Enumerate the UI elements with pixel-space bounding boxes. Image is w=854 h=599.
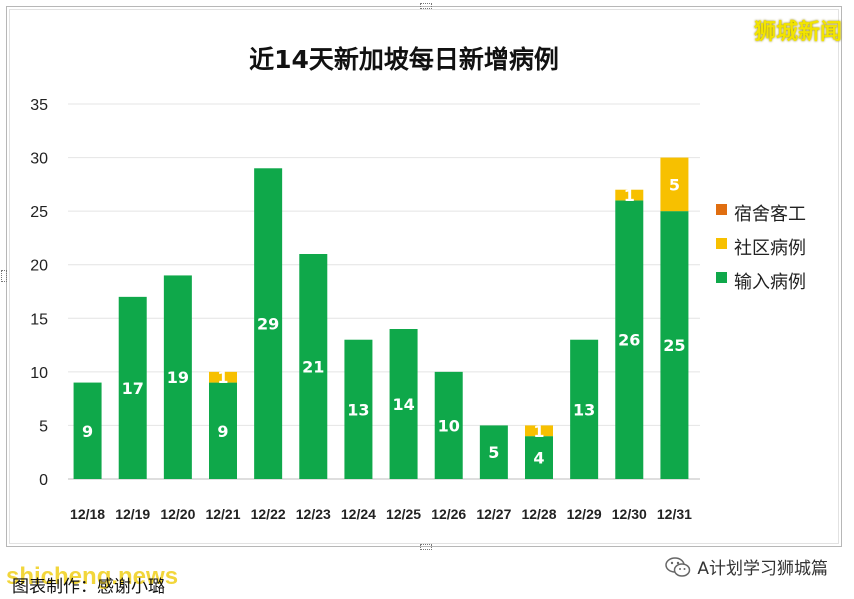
bar-segment	[660, 211, 689, 479]
bar-value-label: 13	[573, 400, 595, 419]
bar-segment	[209, 382, 237, 479]
bar-segment	[434, 371, 463, 479]
bar-value-label: 5	[488, 443, 499, 462]
x-tick-label: 12/29	[567, 506, 602, 522]
x-tick-label: 12/18	[70, 506, 105, 522]
bar-segment	[525, 425, 553, 437]
legend-entry: 宿舍客工	[734, 204, 806, 225]
bar-value-label: 26	[618, 331, 640, 350]
x-tick-label: 12/20	[160, 506, 195, 522]
y-tick-label: 15	[30, 311, 48, 328]
y-tick-label: 30	[30, 151, 48, 168]
x-tick-label: 12/31	[657, 506, 692, 522]
legend-swatch	[716, 204, 727, 215]
footer-site-watermark: shicheng.news	[6, 563, 179, 590]
bar-value-label: 1	[217, 368, 228, 387]
bar-segment	[525, 436, 553, 479]
x-tick-label: 12/25	[386, 506, 421, 522]
x-tick-label: 12/26	[431, 506, 466, 522]
bar-value-label: 21	[302, 358, 324, 377]
bar-value-label: 4	[533, 449, 544, 468]
bar-segment	[615, 200, 644, 479]
legend-swatch	[716, 238, 727, 249]
y-tick-label: 5	[39, 418, 48, 435]
x-tick-label: 12/24	[341, 506, 376, 522]
bar-value-label: 1	[624, 186, 635, 205]
wechat-icon	[665, 556, 691, 577]
bar-segment	[570, 339, 599, 479]
bar-value-label: 9	[217, 422, 228, 441]
x-tick-label: 12/19	[115, 506, 150, 522]
bar-segment	[615, 189, 644, 201]
chart-frame-inner	[9, 9, 839, 544]
resize-handle-top[interactable]	[420, 3, 432, 9]
bar-value-label: 14	[392, 395, 414, 414]
resize-handle-left[interactable]	[1, 270, 7, 282]
legend-entry: 输入病例	[734, 272, 806, 293]
y-tick-label: 0	[39, 472, 48, 489]
legend-swatch	[716, 272, 727, 283]
bar-value-label: 1	[533, 422, 544, 441]
x-tick-label: 12/23	[296, 506, 331, 522]
watermark-logo: 狮城新闻	[753, 20, 842, 45]
y-tick-label: 25	[30, 204, 48, 221]
y-tick-label: 20	[30, 258, 48, 275]
x-tick-label: 12/28	[521, 506, 556, 522]
bar-segment	[209, 371, 237, 383]
x-tick-label: 12/30	[612, 506, 647, 522]
resize-handle-bottom[interactable]	[420, 544, 432, 550]
x-tick-label: 12/21	[205, 506, 240, 522]
bar-value-label: 19	[167, 368, 189, 387]
bar-segment	[344, 339, 373, 479]
footer-brand: A计划学习狮城篇	[665, 554, 828, 579]
y-tick-label: 35	[30, 97, 48, 114]
x-tick-label: 12/22	[251, 506, 286, 522]
bar-segment	[660, 157, 689, 212]
bar-value-label: 25	[663, 336, 685, 355]
y-tick-label: 10	[30, 365, 48, 382]
bar-segment	[73, 382, 102, 479]
x-tick-label: 12/27	[476, 506, 511, 522]
bar-value-label: 13	[347, 400, 369, 419]
bar-value-label: 9	[82, 422, 93, 441]
bar-segment	[479, 425, 508, 479]
bar-value-label: 17	[122, 379, 144, 398]
footer-brand-text: A计划学习狮城篇	[697, 559, 828, 579]
bar-segment	[299, 254, 328, 479]
footer-credit: 图表制作：感谢小璐	[12, 577, 165, 597]
chart-title: 近14天新加坡每日新增病例	[249, 45, 559, 74]
bar-segment	[163, 275, 192, 479]
bar-segment	[254, 168, 283, 480]
bar-value-label: 10	[438, 416, 460, 435]
legend-entry: 社区病例	[734, 238, 806, 259]
bar-value-label: 29	[257, 315, 279, 334]
bar-segment	[389, 329, 418, 479]
bar-segment	[118, 296, 147, 479]
bar-value-label: 5	[669, 175, 680, 194]
